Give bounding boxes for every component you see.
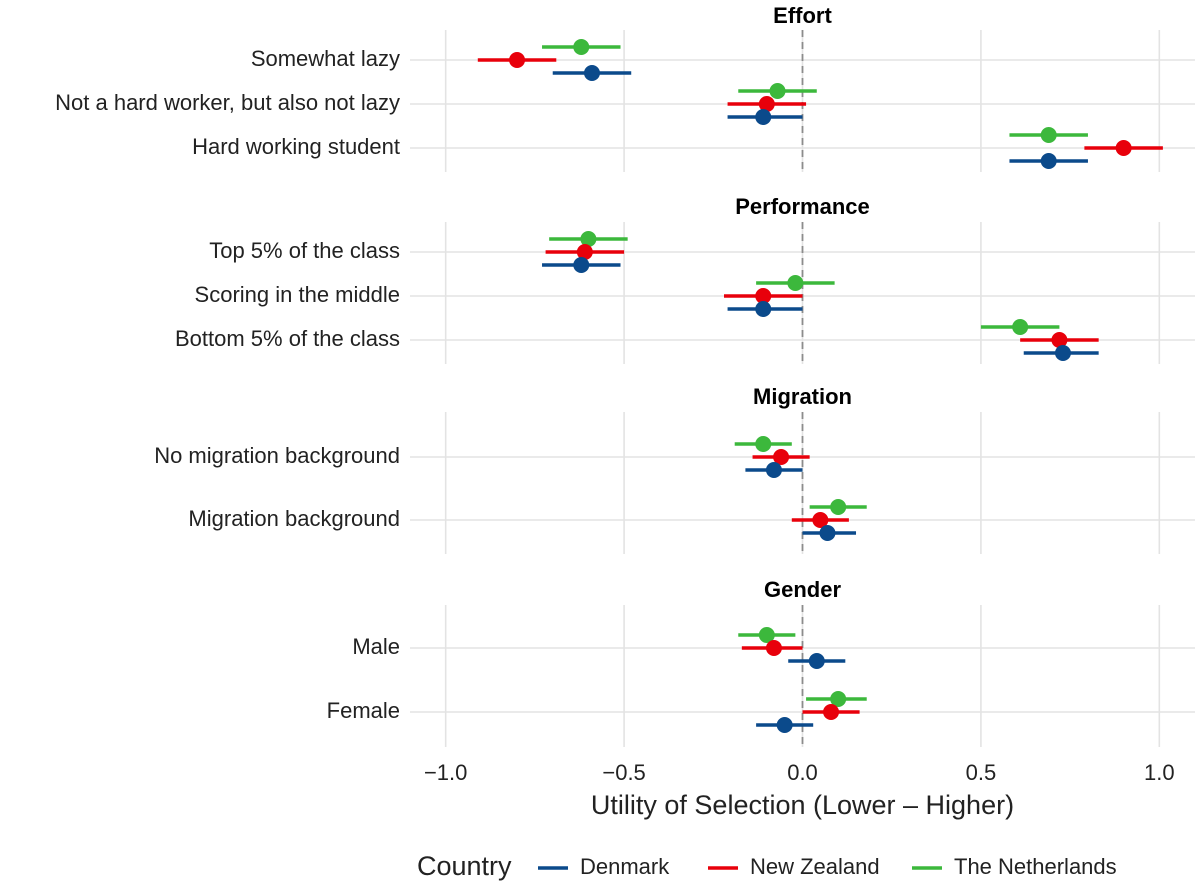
point-denmark [583,65,600,81]
x-axis-title: Utility of Selection (Lower – Higher) [591,790,1014,820]
point-denmark [819,525,836,541]
point-the-netherlands [755,436,772,452]
point-denmark [776,717,793,733]
category-label: Scoring in the middle [195,282,400,307]
point-new-zealand [758,96,775,112]
x-tick-label: 0.5 [966,760,997,785]
facet-title-gender: Gender [764,577,841,602]
point-the-netherlands [580,231,597,247]
point-new-zealand [812,512,829,528]
point-denmark [1040,153,1057,169]
facet-title-migration: Migration [753,384,852,409]
category-label: Migration background [188,506,400,531]
point-denmark [573,257,590,273]
category-label: Not a hard worker, but also not lazy [55,90,400,115]
point-denmark [755,109,772,125]
point-new-zealand [509,52,526,68]
category-label: Male [352,634,400,659]
facet-title-performance: Performance [735,194,870,219]
point-the-netherlands [830,691,847,707]
point-denmark [755,301,772,317]
point-the-netherlands [1040,127,1057,143]
facet-title-effort: Effort [773,3,832,28]
category-label: Hard working student [192,134,400,159]
point-the-netherlands [1012,319,1029,335]
category-label: Top 5% of the class [209,238,400,263]
legend-title: Country [417,851,512,881]
point-new-zealand [1051,332,1068,348]
point-new-zealand [773,449,790,465]
legend-label-the-netherlands: The Netherlands [954,854,1117,879]
x-tick-label: 0.0 [787,760,818,785]
point-new-zealand [765,640,782,656]
x-tick-label: −1.0 [424,760,467,785]
point-new-zealand [576,244,593,260]
point-the-netherlands [573,39,590,55]
x-tick-label: 1.0 [1144,760,1175,785]
category-label: Female [327,698,400,723]
point-new-zealand [823,704,840,720]
category-label: Bottom 5% of the class [175,326,400,351]
point-the-netherlands [758,627,775,643]
legend-label-denmark: Denmark [580,854,670,879]
point-the-netherlands [830,499,847,515]
category-label: No migration background [154,443,400,468]
category-label: Somewhat lazy [251,46,400,71]
point-the-netherlands [787,275,804,291]
point-denmark [765,462,782,478]
x-tick-label: −0.5 [602,760,645,785]
point-new-zealand [755,288,772,304]
point-the-netherlands [769,83,786,99]
point-denmark [1054,345,1071,361]
point-denmark [808,653,825,669]
point-new-zealand [1115,140,1132,156]
legend-label-new-zealand: New Zealand [750,854,880,879]
